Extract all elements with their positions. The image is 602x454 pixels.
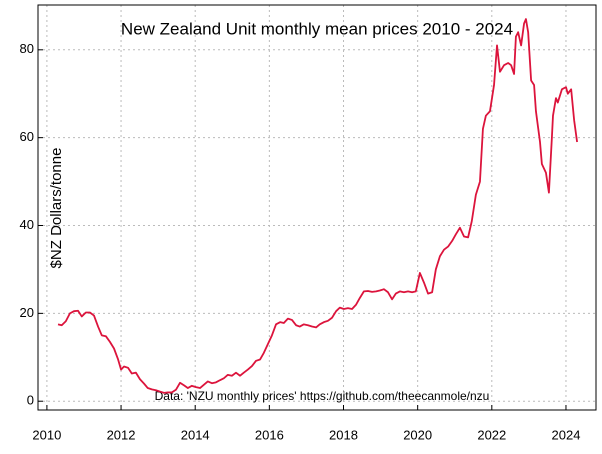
x-tick-label: 2012 (107, 427, 136, 442)
y-tick-label: 0 (27, 393, 34, 408)
y-axis-label: $NZ Dollars/tonne (48, 148, 65, 269)
x-tick-label: 2018 (329, 427, 358, 442)
chart-title: New Zealand Unit monthly mean prices 201… (121, 19, 513, 38)
y-tick-label: 80 (20, 41, 34, 56)
plot-frame (37, 4, 597, 411)
price-line (57, 18, 578, 394)
y-tick-label: 40 (20, 217, 34, 232)
x-tick-label: 2020 (403, 427, 432, 442)
annotation: Data: 'NZU monthly prices' https://githu… (155, 389, 490, 403)
x-tick-label: 2024 (552, 427, 581, 442)
y-tick-label: 20 (20, 305, 34, 320)
x-tick-label: 2010 (32, 427, 61, 442)
x-tick-label: 2022 (477, 427, 506, 442)
x-tick-label: 2016 (255, 427, 284, 442)
x-tick-label: 2014 (181, 427, 210, 442)
y-tick-label: 60 (20, 129, 34, 144)
